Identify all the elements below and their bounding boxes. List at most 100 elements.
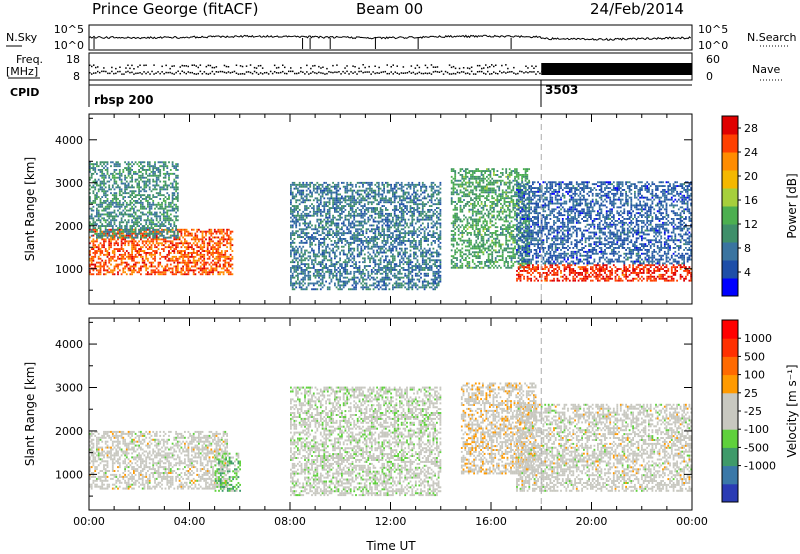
range-cell — [621, 270, 624, 272]
range-cell — [182, 257, 184, 260]
range-cell — [551, 183, 554, 186]
range-cell — [138, 198, 140, 200]
freq-point — [515, 73, 517, 75]
freq-point — [376, 72, 378, 74]
range-cell — [155, 225, 158, 227]
range-cell — [533, 268, 536, 270]
range-cell — [101, 246, 104, 249]
range-cell — [515, 168, 518, 171]
range-cell — [108, 244, 111, 247]
range-cell — [524, 218, 527, 221]
range-cell — [554, 256, 557, 259]
range-cell — [125, 192, 128, 195]
range-cell — [662, 268, 664, 270]
range-cell — [471, 226, 474, 229]
range-cell — [546, 198, 548, 201]
range-cell — [141, 236, 144, 239]
range-cell — [117, 236, 119, 239]
range-cell — [111, 172, 114, 175]
range-cell — [475, 245, 478, 248]
range-cell — [113, 253, 116, 256]
range-cell — [551, 181, 554, 184]
range-cell — [642, 270, 645, 272]
range-cell — [456, 226, 458, 229]
range-cell — [155, 178, 158, 181]
range-cell — [99, 253, 102, 256]
range-cell — [143, 169, 146, 171]
range-cell — [111, 194, 114, 197]
range-cell — [496, 214, 499, 217]
range-cell — [544, 264, 547, 267]
range-cell — [500, 259, 502, 261]
freq-point — [332, 71, 334, 74]
range-cell — [187, 271, 190, 274]
range-cell — [473, 203, 476, 205]
range-cell — [690, 272, 692, 274]
range-cell — [122, 236, 125, 239]
range-cell — [532, 220, 534, 222]
range-cell — [94, 178, 97, 181]
range-cell — [475, 255, 478, 258]
range-cell — [461, 210, 464, 213]
range-cell — [530, 231, 532, 234]
range-cell — [491, 255, 494, 258]
range-cell — [141, 211, 144, 214]
range-cell — [517, 203, 520, 205]
range-cell — [157, 232, 160, 235]
range-cell — [141, 207, 144, 210]
range-cell — [138, 201, 140, 204]
range-cell — [547, 208, 550, 211]
range-cell — [92, 223, 95, 226]
range-cell — [104, 205, 107, 208]
range-cell — [505, 233, 508, 236]
range-cell — [579, 277, 582, 280]
range-cell — [120, 244, 123, 247]
range-cell — [584, 275, 587, 278]
range-cell — [185, 228, 188, 231]
range-cell — [161, 238, 163, 241]
range-cell — [593, 264, 596, 267]
range-cell — [106, 253, 109, 256]
range-cell — [212, 259, 214, 262]
range-cell — [229, 236, 232, 239]
range-cell — [471, 172, 474, 174]
range-cell — [131, 192, 133, 195]
range-cell — [131, 253, 133, 256]
freq-point — [219, 70, 222, 73]
range-cell — [199, 253, 202, 256]
range-cell — [508, 226, 511, 229]
range-cell — [454, 264, 457, 267]
range-cell — [450, 168, 453, 171]
range-cell — [517, 233, 520, 236]
range-cell — [477, 228, 479, 230]
range-cell — [463, 187, 465, 190]
range-cell — [457, 249, 460, 252]
range-cell — [175, 229, 177, 231]
range-cell — [482, 266, 485, 269]
range-cell — [614, 275, 617, 278]
range-cell — [176, 200, 179, 202]
range-cell — [508, 251, 511, 254]
range-cell — [553, 250, 555, 253]
range-cell — [526, 227, 529, 230]
range-cell — [199, 273, 202, 276]
range-cell — [125, 240, 128, 243]
range-cell — [523, 247, 525, 249]
range-cell — [212, 252, 214, 254]
range-cell — [140, 200, 142, 202]
nave-point — [225, 65, 228, 68]
range-cell — [560, 202, 562, 205]
range-cell — [463, 259, 465, 261]
range-cell — [103, 219, 105, 222]
range-cell — [187, 259, 190, 262]
range-cell — [122, 257, 125, 260]
range-cell — [466, 239, 469, 242]
range-cell — [494, 204, 497, 207]
range-cell — [104, 213, 107, 216]
range-cell — [224, 259, 227, 262]
freq-point — [231, 71, 234, 73]
range-cell — [161, 165, 163, 168]
range-cell — [558, 198, 561, 201]
range-cell — [215, 236, 218, 239]
range-cell — [194, 261, 197, 264]
